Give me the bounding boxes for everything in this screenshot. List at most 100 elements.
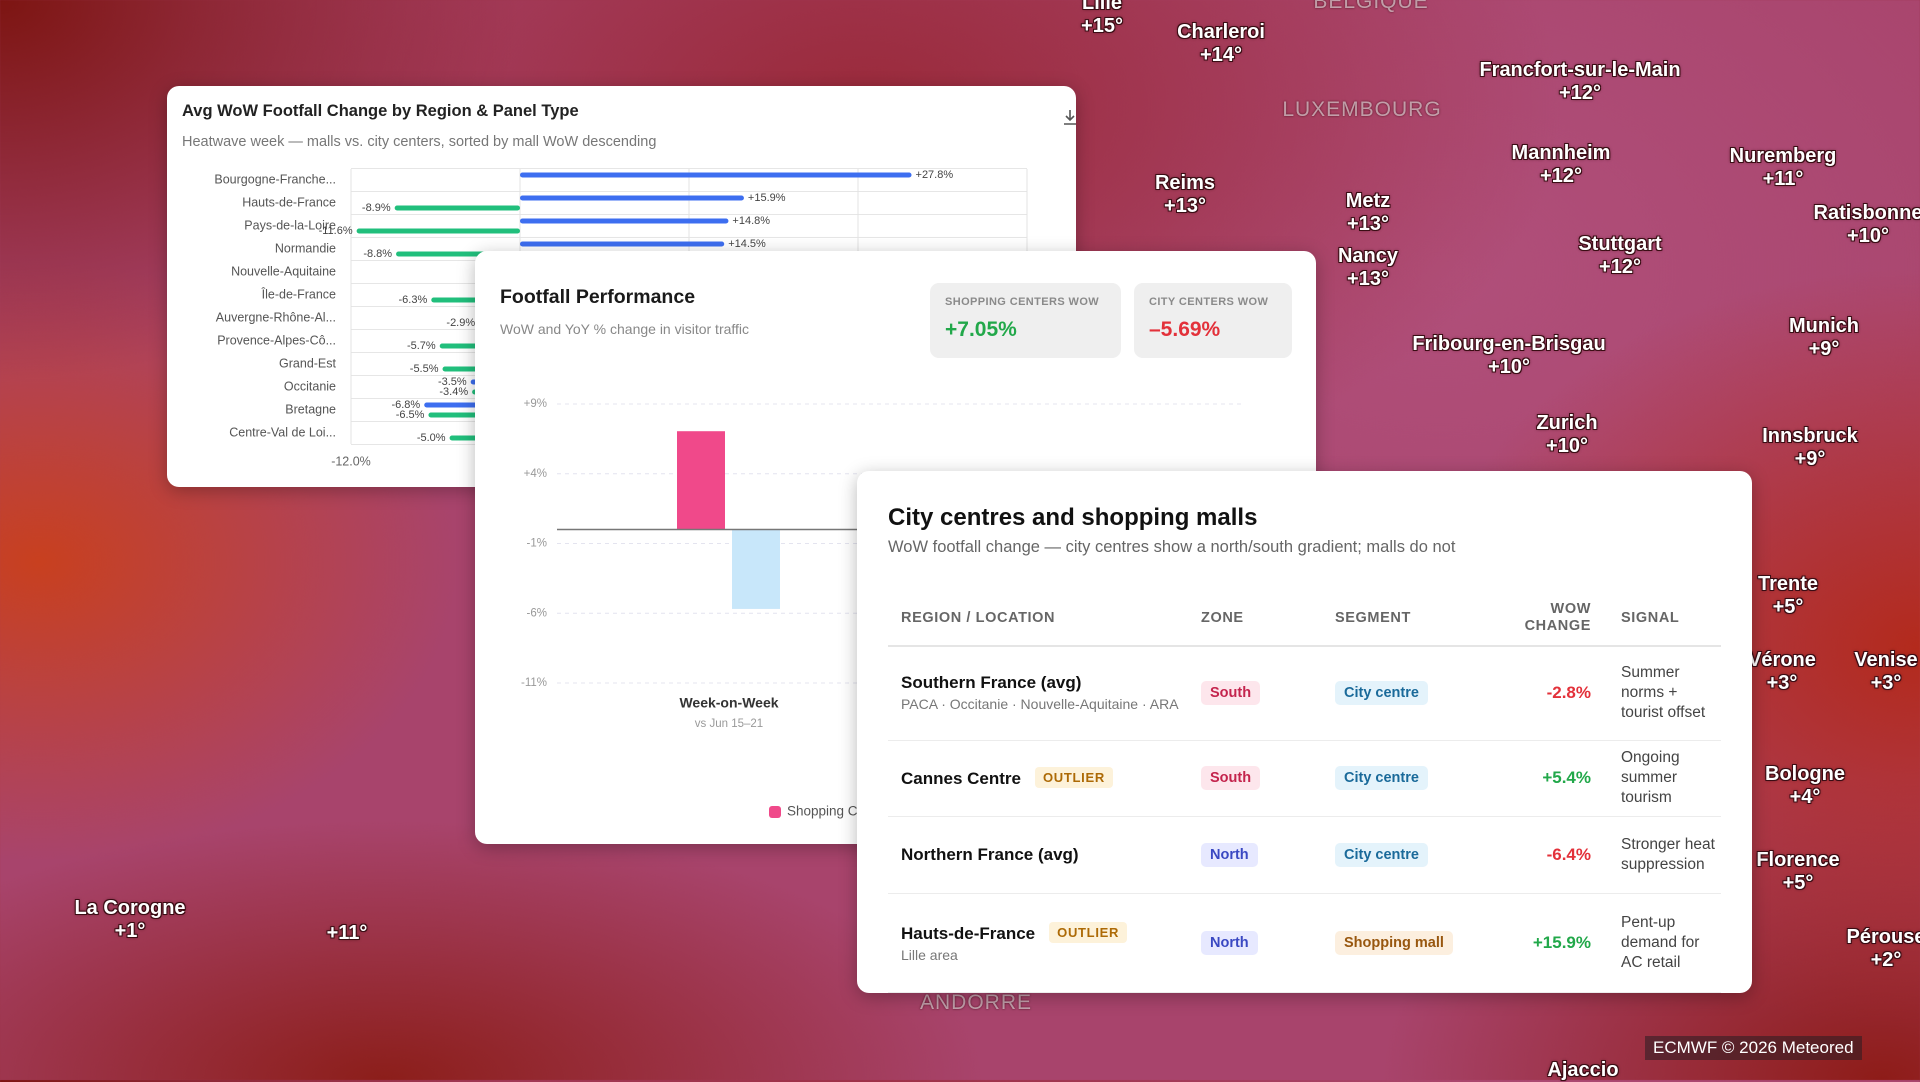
y-tick-label: Centre-Val de Loi... <box>229 425 336 439</box>
city-label: Stuttgart +12° <box>1578 233 1661 279</box>
data-label: -6.5% <box>396 409 425 421</box>
city-label: La Corogne +1° <box>74 897 185 943</box>
city-name: Munich <box>1789 315 1859 337</box>
chart-title: Footfall Performance <box>500 286 696 308</box>
city-temp: +12° <box>1559 82 1601 104</box>
data-label: -8.8% <box>363 248 392 260</box>
city-label: Ratisbonne +10° <box>1814 202 1920 248</box>
city-temp: +5° <box>1772 596 1804 618</box>
x-tick-label: -12.0% <box>331 454 371 468</box>
city-temp: +10° <box>1546 435 1588 457</box>
city-temp: +2° <box>1870 949 1902 971</box>
city-temp: +5° <box>1782 872 1814 894</box>
y-tick-label: Nouvelle-Aquitaine <box>231 264 336 278</box>
segment-pill: City centre <box>1335 681 1428 706</box>
city-temp: +3° <box>1870 672 1902 694</box>
data-label: -5.5% <box>410 363 439 375</box>
city-temp: +10° <box>1488 356 1530 378</box>
city-name: Innsbruck <box>1762 425 1858 447</box>
kpi-value: +7.05% <box>945 318 1017 341</box>
kpi-box: CITY CENTERS WOW –5.69% <box>1134 283 1292 358</box>
table-row: Cannes Centre OUTLIER South City centre +… <box>888 740 1721 817</box>
y-tick-label: Normandie <box>275 241 336 255</box>
signal: Summer norms + tourist offset <box>1595 646 1721 741</box>
data-label: +14.8% <box>732 215 770 227</box>
data-label: +15.9% <box>748 192 786 204</box>
bar <box>394 205 520 211</box>
city-name: Francfort-sur-le-Main <box>1479 59 1681 81</box>
y-tick-label: +4% <box>524 468 547 480</box>
zone-pill: North <box>1201 930 1258 955</box>
city-temp: +4° <box>1789 786 1821 808</box>
city-name: Nuremberg <box>1729 145 1837 167</box>
y-tick-label: Hauts-de-France <box>242 195 336 209</box>
table: REGION / LOCATION ZONE SEGMENT WOW CHANG… <box>888 591 1721 993</box>
data-label: -3.5% <box>438 376 467 388</box>
download-icon[interactable] <box>1064 110 1076 125</box>
city-label: Bologne +4° <box>1765 763 1845 809</box>
column-header: WOW CHANGE <box>1470 591 1595 647</box>
city-label: Pérouse +2° <box>1847 926 1920 972</box>
city-name: Metz <box>1345 190 1391 212</box>
y-tick-label: Bretagne <box>285 402 336 416</box>
y-tick-label: -6% <box>527 607 547 619</box>
region-name: Southern France (avg) <box>901 673 1082 693</box>
city-name: Charleroi <box>1177 21 1265 43</box>
y-tick-label: -11% <box>521 677 547 689</box>
kpi-label: CITY CENTERS WOW <box>1149 296 1269 308</box>
y-tick-label: Pays-de-la-Loire <box>244 218 336 232</box>
city-temp: +3° <box>1766 672 1798 694</box>
map-credit: ECMWF © 2026 Meteored <box>1645 1036 1862 1060</box>
city-temp: +10° <box>1847 225 1889 247</box>
city-name: Florence <box>1756 849 1840 871</box>
y-tick-label: Bourgogne-Franche... <box>214 172 336 186</box>
segment-pill: City centre <box>1335 842 1428 867</box>
table-row: Hauts-de-France OUTLIER Lille area North S… <box>888 893 1721 993</box>
data-label: +27.8% <box>916 169 954 181</box>
city-label: Venise +3° <box>1854 649 1917 695</box>
y-tick-label: -1% <box>527 538 547 550</box>
kpi-label: SHOPPING CENTERS WOW <box>945 296 1100 308</box>
city-label: Florence +5° <box>1756 849 1839 895</box>
city-temp: +13° <box>1347 268 1389 290</box>
country-label: LUXEMBOURG <box>1282 98 1442 121</box>
wow-change: +5.4% <box>1470 740 1595 817</box>
zone-pill: North <box>1201 842 1258 867</box>
city-name: Venise <box>1854 649 1918 671</box>
table-subtitle: WoW footfall change — city centres show … <box>888 538 1456 556</box>
outlier-tag: OUTLIER <box>1034 767 1113 788</box>
data-label: -5.0% <box>417 432 446 444</box>
y-tick-label: Grand-Est <box>279 356 336 370</box>
city-name: Reims <box>1154 172 1216 194</box>
table-row: Southern France (avg) PACA · Occitanie · … <box>888 646 1721 741</box>
data-label: +14.5% <box>728 238 766 250</box>
city-temp: +12° <box>1599 256 1641 278</box>
segment-pill: City centre <box>1335 766 1428 790</box>
city-label: Ajaccio <box>1547 1059 1618 1082</box>
city-label: Fribourg-en-Brisgau +10° <box>1412 333 1605 379</box>
city-temp: +11° <box>1762 168 1804 190</box>
city-temp: +11° <box>326 922 368 944</box>
city-temp: +12° <box>1540 165 1582 187</box>
wow-change: +15.9% <box>1470 893 1595 993</box>
chart-subtitle: WoW and YoY % change in visitor traffic <box>500 321 750 337</box>
y-tick-label: Occitanie <box>284 379 336 393</box>
city-name: Fribourg-en-Brisgau <box>1412 333 1606 355</box>
city-temp: +9° <box>1808 338 1840 360</box>
city-label: Nuremberg +11° <box>1730 145 1837 191</box>
table-title: City centres and shopping malls <box>888 504 1258 531</box>
region-detail: Lille area <box>901 946 958 963</box>
city-label: Mannheim +12° <box>1512 142 1611 188</box>
zone-pill: South <box>1201 681 1261 706</box>
x-tick-label: Week-on-Week <box>679 695 778 711</box>
city-label: Munich +9° <box>1789 315 1859 361</box>
data-label: -6.8% <box>391 399 420 411</box>
city-name: Ratisbonne <box>1813 202 1920 224</box>
city-temp: +14° <box>1200 44 1242 66</box>
country-label: BELGIQUE <box>1313 0 1429 13</box>
zone-pill: South <box>1201 766 1261 790</box>
data-label: -5.7% <box>407 340 436 352</box>
city-name: Ajaccio <box>1547 1059 1619 1081</box>
region-name: Northern France (avg) <box>901 844 1079 864</box>
